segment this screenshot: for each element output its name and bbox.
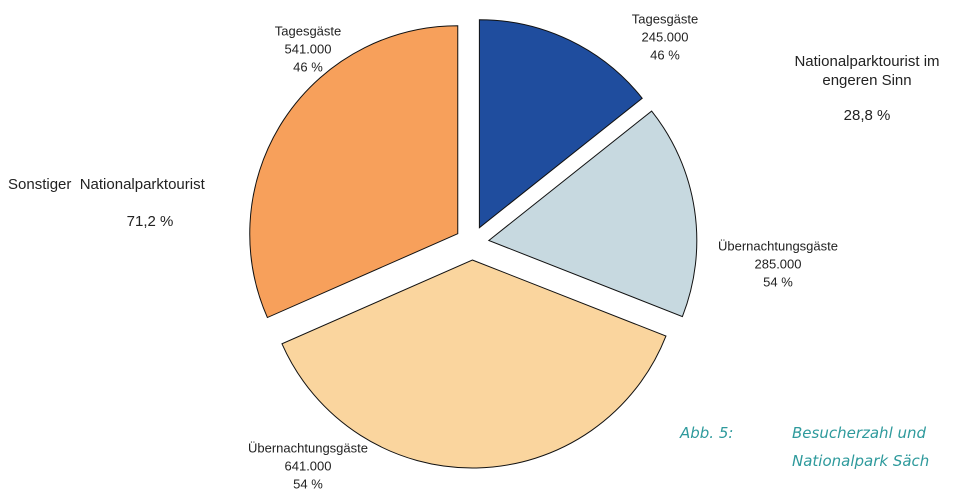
slice-share: 46 % [650, 47, 680, 62]
group-share: 71,2 % [126, 213, 174, 230]
slice-label: Tagesgäste [275, 23, 342, 38]
pie-slice [487, 110, 698, 318]
caption-line: Besucherzahl und [792, 424, 927, 442]
caption-line: Nationalpark Säch [792, 452, 930, 470]
pie-slice [249, 25, 459, 319]
group-share: 28,8 % [843, 107, 891, 124]
pie-slice [478, 19, 643, 229]
slice-label: Tagesgäste [632, 11, 699, 26]
slice-label: Übernachtungsgäste [248, 440, 368, 455]
slice-value: 285.000 [755, 256, 802, 271]
slice-value: 541.000 [285, 41, 332, 56]
slice-share: 46 % [293, 59, 323, 74]
slice-share: 54 % [763, 274, 793, 289]
caption-label: Abb. 5: [680, 424, 734, 442]
slice-value: 641.000 [285, 458, 332, 473]
slice-share: 54 % [293, 476, 323, 491]
pie-slice [281, 259, 667, 469]
group-name: Nationalparktourist im engeren Sinn [794, 53, 940, 89]
slice-value: 245.000 [642, 29, 689, 44]
group-name: Sonstiger Nationalparktourist [8, 176, 205, 193]
slice-label: Übernachtungsgäste [718, 238, 838, 253]
